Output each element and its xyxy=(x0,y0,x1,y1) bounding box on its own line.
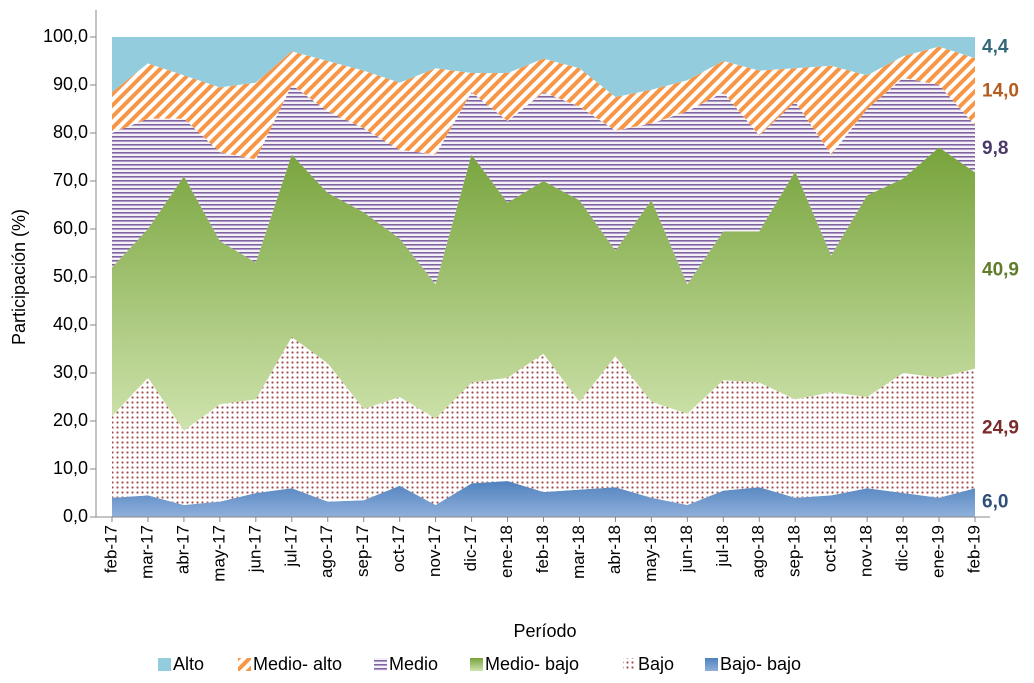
legend-swatch xyxy=(470,658,483,671)
legend-swatch xyxy=(374,658,387,671)
y-tick-label: 70,0 xyxy=(53,170,88,190)
x-tick-label: feb-17 xyxy=(101,525,120,573)
legend-label: Bajo- bajo xyxy=(720,654,801,674)
x-tick-label: oct-18 xyxy=(821,525,840,572)
y-tick-label: 60,0 xyxy=(53,218,88,238)
x-tick-label: ago-18 xyxy=(749,525,768,578)
area xyxy=(112,337,975,505)
x-tick-label: oct-17 xyxy=(389,525,408,572)
x-tick-label: jun-17 xyxy=(245,525,264,573)
area xyxy=(112,147,975,431)
y-tick-label: 20,0 xyxy=(53,410,88,430)
x-tick-label: mar-17 xyxy=(137,525,156,579)
legend-swatch xyxy=(158,658,171,671)
legend-swatch xyxy=(623,658,636,671)
legend-label: Bajo xyxy=(638,654,674,674)
area xyxy=(112,37,975,97)
y-tick-label: 50,0 xyxy=(53,266,88,286)
legend-label: Alto xyxy=(173,654,204,674)
data-label: 4,4 xyxy=(982,37,1009,58)
x-tick-label: may-18 xyxy=(641,525,660,582)
x-tick-label: jul-18 xyxy=(713,525,732,568)
x-tick-label: dic-18 xyxy=(893,525,912,571)
y-tick-label: 0,0 xyxy=(63,506,88,526)
data-label: 9,8 xyxy=(982,138,1008,159)
x-tick-label: feb-18 xyxy=(533,525,552,573)
x-tick-label: ago-17 xyxy=(317,525,336,578)
x-tick-label: ene-19 xyxy=(929,525,948,578)
x-tick-label: nov-18 xyxy=(857,525,876,577)
x-tick-label: sep-18 xyxy=(785,525,804,577)
x-tick-label: mar-18 xyxy=(569,525,588,579)
x-tick-label: jun-18 xyxy=(677,525,696,573)
y-tick-label: 30,0 xyxy=(53,362,88,382)
area xyxy=(112,77,975,285)
y-tick-label: 90,0 xyxy=(53,74,88,94)
legend-label: Medio- alto xyxy=(253,654,342,674)
y-tick-label: 80,0 xyxy=(53,122,88,142)
x-tick-label: ene-18 xyxy=(497,525,516,578)
x-tick-label: dic-17 xyxy=(461,525,480,571)
y-tick-label: 40,0 xyxy=(53,314,88,334)
area xyxy=(112,46,975,160)
area xyxy=(112,481,975,517)
data-label: 40,9 xyxy=(982,260,1019,281)
legend-swatch xyxy=(705,658,718,671)
x-tick-label: jul-17 xyxy=(281,525,300,568)
legend-label: Medio- bajo xyxy=(485,654,579,674)
data-label: 6,0 xyxy=(982,492,1008,513)
x-tick-label: may-17 xyxy=(209,525,228,582)
x-tick-label: feb-19 xyxy=(964,525,983,573)
x-tick-label: nov-17 xyxy=(425,525,444,577)
x-tick-label: abr-18 xyxy=(605,525,624,574)
x-axis-title: Período xyxy=(513,621,576,641)
legend-swatch xyxy=(238,658,251,671)
data-label: 24,9 xyxy=(982,417,1019,438)
legend-label: Medio xyxy=(389,654,438,674)
y-axis-title: Participación (%) xyxy=(9,209,29,345)
data-label: 14,0 xyxy=(982,81,1019,102)
y-tick-label: 100,0 xyxy=(43,26,88,46)
y-tick-label: 10,0 xyxy=(53,458,88,478)
x-tick-label: abr-17 xyxy=(173,525,192,574)
x-tick-label: sep-17 xyxy=(353,525,372,577)
